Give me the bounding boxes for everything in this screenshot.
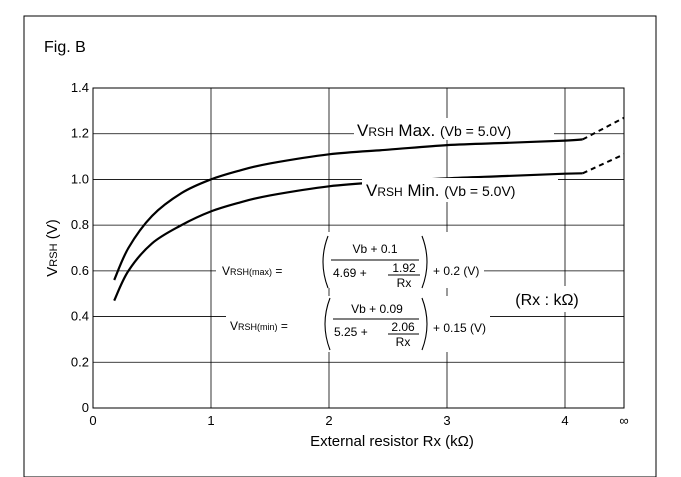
- formula-min-inner-numerator: 2.06: [391, 320, 415, 334]
- formula-max-lhs-sub: RSH(max): [230, 267, 272, 277]
- formula-max-paren-left: [322, 235, 329, 289]
- formula-min-paren-left: [324, 297, 331, 351]
- y-axis-label: VRSH (V): [44, 219, 61, 276]
- max-label-bg: [354, 118, 554, 140]
- formula-min-lhs-main: V: [230, 319, 238, 333]
- x-tick-labels: 0 1 2 3 4: [89, 413, 568, 428]
- formula-max-numerator: Vb + 0.1: [352, 242, 397, 256]
- max-curve-label: VRSH Max. (Vb = 5.0V): [357, 121, 511, 140]
- formula-max-inner-numerator: 1.92: [392, 261, 416, 275]
- x-tick-label: 4: [561, 413, 568, 428]
- formula-max-lhs: VRSH(max) =: [222, 264, 282, 278]
- formula-min-numerator: Vb + 0.09: [351, 302, 403, 316]
- formula-max-inner-denominator: Rx: [397, 276, 412, 290]
- formula-min-eq: =: [278, 319, 288, 333]
- formula-min-lhs-sub: RSH(min): [238, 322, 278, 332]
- y-tick-label: 1.2: [71, 126, 89, 141]
- min-curve-label: VRSH Min. (Vb = 5.0V): [366, 181, 515, 200]
- min-label-cond: (Vb = 5.0V): [444, 183, 515, 199]
- formula-max-denominator-const: 4.69 +: [333, 266, 367, 280]
- y-axis-label-main: V: [44, 267, 61, 277]
- y-tick-label: 0.6: [71, 263, 89, 278]
- y-tick-label: 0: [82, 400, 89, 415]
- x-tick-label: 1: [207, 413, 214, 428]
- x-axis-label: External resistor Rx (kΩ): [310, 433, 474, 450]
- y-tick-label: 0.8: [71, 217, 89, 232]
- formula-min-inner-denominator: Rx: [396, 335, 411, 349]
- formula-max-lhs-main: V: [222, 264, 230, 278]
- formula-max-tail: + 0.2 (V): [433, 264, 479, 278]
- series-asymptote-min: [582, 153, 625, 175]
- formula-min-tail: + 0.15 (V): [433, 321, 486, 335]
- min-label-bg: [362, 178, 558, 202]
- y-tick-labels: 0 0.2 0.4 0.6 0.8 1.0 1.2 1.4: [71, 80, 89, 415]
- formula-min-denominator-const: 5.25 +: [334, 325, 368, 339]
- min-label-text: Min.: [403, 181, 445, 200]
- y-tick-label: 1.4: [71, 80, 89, 95]
- y-tick-label: 0.4: [71, 309, 89, 324]
- x-tick-label: 3: [443, 413, 450, 428]
- min-label-sub: RSH: [377, 185, 402, 199]
- x-tick-label: 0: [89, 413, 96, 428]
- units-note-bg: [494, 286, 600, 312]
- series-line-min: [113, 172, 583, 302]
- formula-max-eq: =: [272, 264, 282, 278]
- x-tick-infinity: ∞: [619, 413, 628, 428]
- min-label-main: V: [366, 181, 378, 200]
- units-note: (Rx : kΩ): [515, 292, 579, 309]
- formula-min: VRSH(min) = Vb + 0.09 5.25 + 2.06 Rx + 0…: [226, 296, 490, 352]
- x-tick-label: 2: [325, 413, 332, 428]
- y-axis-label-sub: RSH: [48, 243, 60, 266]
- figure-border: [23, 15, 657, 477]
- y-tick-label: 1.0: [71, 171, 89, 186]
- formula-max-paren-right: [421, 235, 428, 289]
- formula-min-lhs: VRSH(min) =: [230, 319, 288, 333]
- series-asymptote-max: [582, 116, 625, 141]
- formula-min-bg: [226, 296, 490, 352]
- max-label-main: V: [357, 121, 369, 140]
- y-axis-label-unit: (V): [44, 219, 61, 243]
- formula-max: VRSH(max) = Vb + 0.1 4.69 + 1.92 Rx + 0.…: [216, 232, 484, 290]
- max-label-sub: RSH: [368, 125, 393, 139]
- y-tick-label: 0.2: [71, 354, 89, 369]
- plot-border: [92, 87, 625, 409]
- max-label-text: Max.: [394, 121, 440, 140]
- chart-title: Fig. B: [44, 39, 86, 56]
- formula-min-paren-right: [421, 297, 428, 351]
- series-line-max: [113, 138, 583, 281]
- max-label-cond: (Vb = 5.0V): [440, 123, 511, 139]
